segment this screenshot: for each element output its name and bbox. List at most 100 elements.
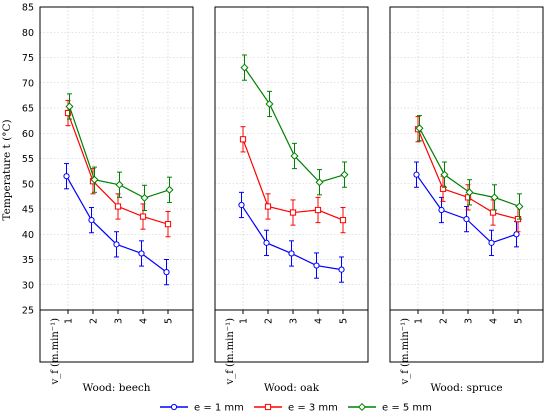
data-point <box>263 239 270 246</box>
data-point <box>490 193 499 202</box>
data-point <box>489 209 497 216</box>
y-tick-label: 60 <box>22 129 34 140</box>
data-point <box>65 102 74 111</box>
data-point <box>165 185 174 194</box>
y-tick-label: 35 <box>22 255 34 266</box>
x-tick-label: 1 <box>64 318 75 324</box>
panel-title: Wood: beech <box>82 382 150 394</box>
series-line <box>65 175 167 273</box>
y-tick-label: 55 <box>22 154 34 165</box>
panel-title: Wood: oak <box>264 382 320 394</box>
panel-title: Wood: spruce <box>430 382 502 394</box>
data-point <box>513 231 520 238</box>
data-point <box>439 185 447 192</box>
x-tick-label: 3 <box>464 318 475 324</box>
legend-item: e = 5 mm <box>348 403 432 414</box>
panel-frame <box>39 6 194 363</box>
data-point <box>164 221 172 228</box>
y-tick-label: 80 <box>22 28 34 39</box>
data-point <box>465 188 474 197</box>
y-tick-label: 30 <box>22 280 34 291</box>
x-tick-label: 1 <box>239 318 250 324</box>
series-diamond <box>240 54 349 196</box>
series-square <box>239 126 347 234</box>
y-tick-label: 45 <box>22 205 34 216</box>
legend-item: e = 1 mm <box>160 403 244 414</box>
data-point <box>413 171 420 178</box>
y-tick-label: 70 <box>22 78 34 89</box>
data-point <box>339 217 347 224</box>
legend-label: e = 1 mm <box>194 403 244 414</box>
data-point <box>289 209 297 216</box>
data-point <box>314 206 322 214</box>
data-point <box>163 269 170 276</box>
x-tick-label: 4 <box>489 318 500 324</box>
data-point <box>170 403 178 411</box>
data-point <box>463 216 470 223</box>
x-tick-label: 4 <box>314 318 325 324</box>
x-tick-label: 5 <box>339 318 350 324</box>
data-point <box>264 203 272 210</box>
y-tick-label: 75 <box>22 53 34 64</box>
x-tick-label: 1 <box>414 318 425 324</box>
legend-item: e = 3 mm <box>254 403 338 414</box>
x-axis-title: v_f (m.min⁻¹) <box>400 318 411 386</box>
y-tick-label: 65 <box>22 104 34 115</box>
data-point <box>288 250 295 257</box>
data-point <box>114 203 122 210</box>
data-point <box>338 266 345 273</box>
data-point <box>340 170 349 179</box>
data-point <box>315 178 324 187</box>
data-point <box>139 213 147 220</box>
legend: e = 1 mm e = 3 mm e = 5 mm <box>160 403 432 414</box>
x-tick-label: 3 <box>289 318 300 324</box>
series-circle <box>238 191 345 283</box>
y-tick-label: 25 <box>22 306 34 317</box>
x-tick-label: 2 <box>89 318 100 324</box>
panel-1: 1 2 3 4 5 v_f (m.min⁻¹) Wood: beech <box>39 6 194 394</box>
panel-2: 1 2 3 4 5 v_f (m.min⁻¹) Wood: oak <box>214 6 369 394</box>
y-axis-title: Temperature t (°C) <box>1 119 13 220</box>
x-tick-label: 2 <box>264 318 275 324</box>
data-point <box>290 151 299 160</box>
series-diamond <box>65 93 174 212</box>
data-point <box>63 173 70 180</box>
data-point <box>64 109 72 117</box>
y-tick-label: 50 <box>22 179 34 190</box>
data-point <box>115 180 124 189</box>
y-tick-label: 40 <box>22 230 34 241</box>
data-point <box>239 136 247 143</box>
data-point <box>140 193 149 202</box>
data-point <box>238 201 245 209</box>
series-diamond <box>415 115 524 220</box>
data-point <box>113 241 120 248</box>
x-axis-title: v_f (m.min⁻¹) <box>50 318 61 386</box>
x-tick-label: 4 <box>139 318 150 324</box>
y-tick-label: 85 <box>22 3 34 14</box>
data-point <box>357 402 367 412</box>
data-point <box>264 403 272 411</box>
x-tick-label: 5 <box>514 318 525 324</box>
legend-label: e = 3 mm <box>288 403 338 414</box>
panel-frame <box>389 6 544 363</box>
panel-3: 1 2 3 4 5 v_f (m.min⁻¹) Wood: spruce <box>389 6 544 394</box>
x-tick-label: 5 <box>164 318 175 324</box>
data-point <box>138 250 145 257</box>
data-point <box>488 239 495 246</box>
data-point <box>265 99 274 108</box>
panel-frame <box>214 6 369 363</box>
x-tick-label: 3 <box>114 318 125 324</box>
series-circle <box>63 163 170 286</box>
data-point <box>415 124 424 133</box>
x-tick-label: 2 <box>439 318 450 324</box>
data-point <box>90 175 99 184</box>
x-axis-title: v_f (m.min⁻¹) <box>225 318 236 386</box>
data-point <box>440 170 449 179</box>
legend-label: e = 5 mm <box>382 403 432 414</box>
data-point <box>438 206 445 214</box>
data-point <box>88 217 95 224</box>
data-point <box>515 202 524 211</box>
data-point <box>313 262 320 269</box>
data-point <box>240 63 249 72</box>
